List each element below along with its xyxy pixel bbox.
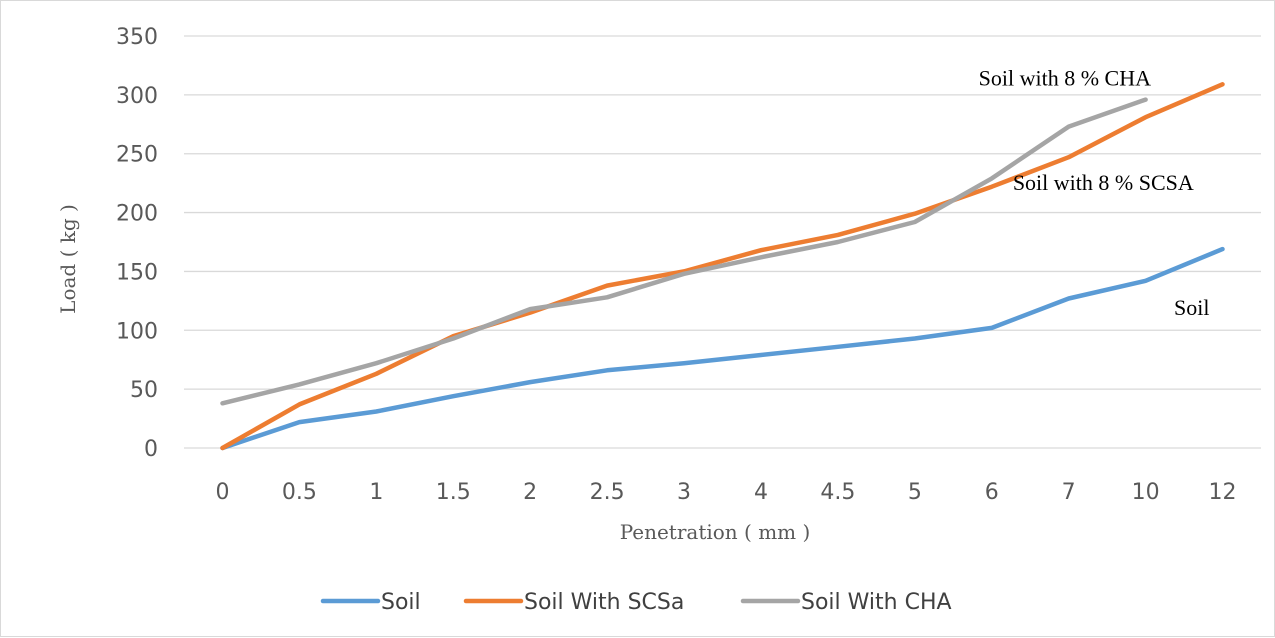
x-tick-label: 4.5: [820, 480, 855, 505]
x-tick-label: 0.5: [282, 480, 317, 505]
x-tick-label: 6: [985, 480, 999, 505]
legend-label-2: Soil With CHA: [801, 590, 952, 615]
gridlines: [184, 35, 1261, 449]
x-tick-label: 12: [1209, 480, 1237, 505]
series-line-2: [220, 97, 1148, 406]
annotation-label: Soil with 8 % CHA: [979, 65, 1151, 90]
line-annotations: Soil with 8 % CHA Soil with 8 % SCSA Soil: [979, 65, 1210, 320]
x-tick-labels: 0 0.5 1 1.5 2 2.5 3 4 4.5 5 6 7 10 12: [215, 480, 1236, 505]
annotation-label: Soil: [1174, 295, 1209, 320]
annotation-label: Soil with 8 % SCSA: [1013, 170, 1194, 195]
x-tick-label: 2.5: [590, 480, 625, 505]
y-tick-label: 200: [116, 202, 158, 227]
y-tick-label: 350: [116, 25, 158, 50]
series-lines: [220, 82, 1225, 451]
series-line-0: [220, 246, 1225, 451]
y-tick-label: 150: [116, 260, 158, 285]
series-line-1: [220, 82, 1225, 451]
x-tick-label: 5: [908, 480, 922, 505]
x-tick-label: 3: [677, 480, 691, 505]
x-tick-label: 0: [215, 480, 229, 505]
y-tick-label: 250: [116, 143, 158, 168]
x-tick-label: 1.5: [436, 480, 471, 505]
x-tick-label: 10: [1132, 480, 1160, 505]
x-tick-label: 1: [369, 480, 383, 505]
x-tick-label: 7: [1062, 480, 1076, 505]
x-axis-title: Penetration ( mm ): [620, 520, 811, 544]
y-tick-labels: 0 50 100 150 200 250 300 350: [116, 25, 158, 462]
y-tick-label: 300: [116, 84, 158, 109]
x-tick-label: 2: [523, 480, 537, 505]
legend-label-0: Soil: [381, 590, 421, 615]
x-tick-label: 4: [754, 480, 768, 505]
y-axis-title: Load ( kg ): [56, 204, 80, 314]
legend: Soil Soil With SCSa Soil With CHA: [320, 590, 952, 615]
y-tick-label: 100: [116, 319, 158, 344]
legend-label-1: Soil With SCSa: [524, 590, 684, 615]
y-tick-label: 50: [130, 378, 158, 403]
y-tick-label: 0: [144, 437, 158, 462]
